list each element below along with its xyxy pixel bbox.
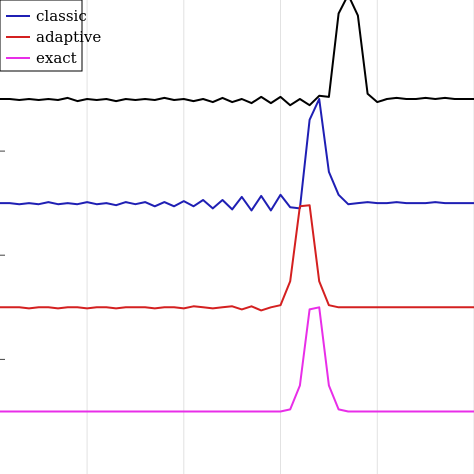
legend-box [0, 0, 83, 72]
series-lines [0, 0, 474, 413]
series-line-classic [0, 98, 474, 212]
legend[interactable]: classic adaptive exact [0, 0, 101, 72]
series-line-unnamed-0 [0, 0, 474, 107]
legend-label-exact: exact [36, 49, 77, 67]
series-line-exact [0, 306, 474, 413]
grid [86, 0, 474, 474]
legend-label-adaptive: adaptive [36, 28, 101, 46]
series-line-adaptive [0, 204, 474, 312]
legend-label-classic: classic [36, 7, 87, 25]
